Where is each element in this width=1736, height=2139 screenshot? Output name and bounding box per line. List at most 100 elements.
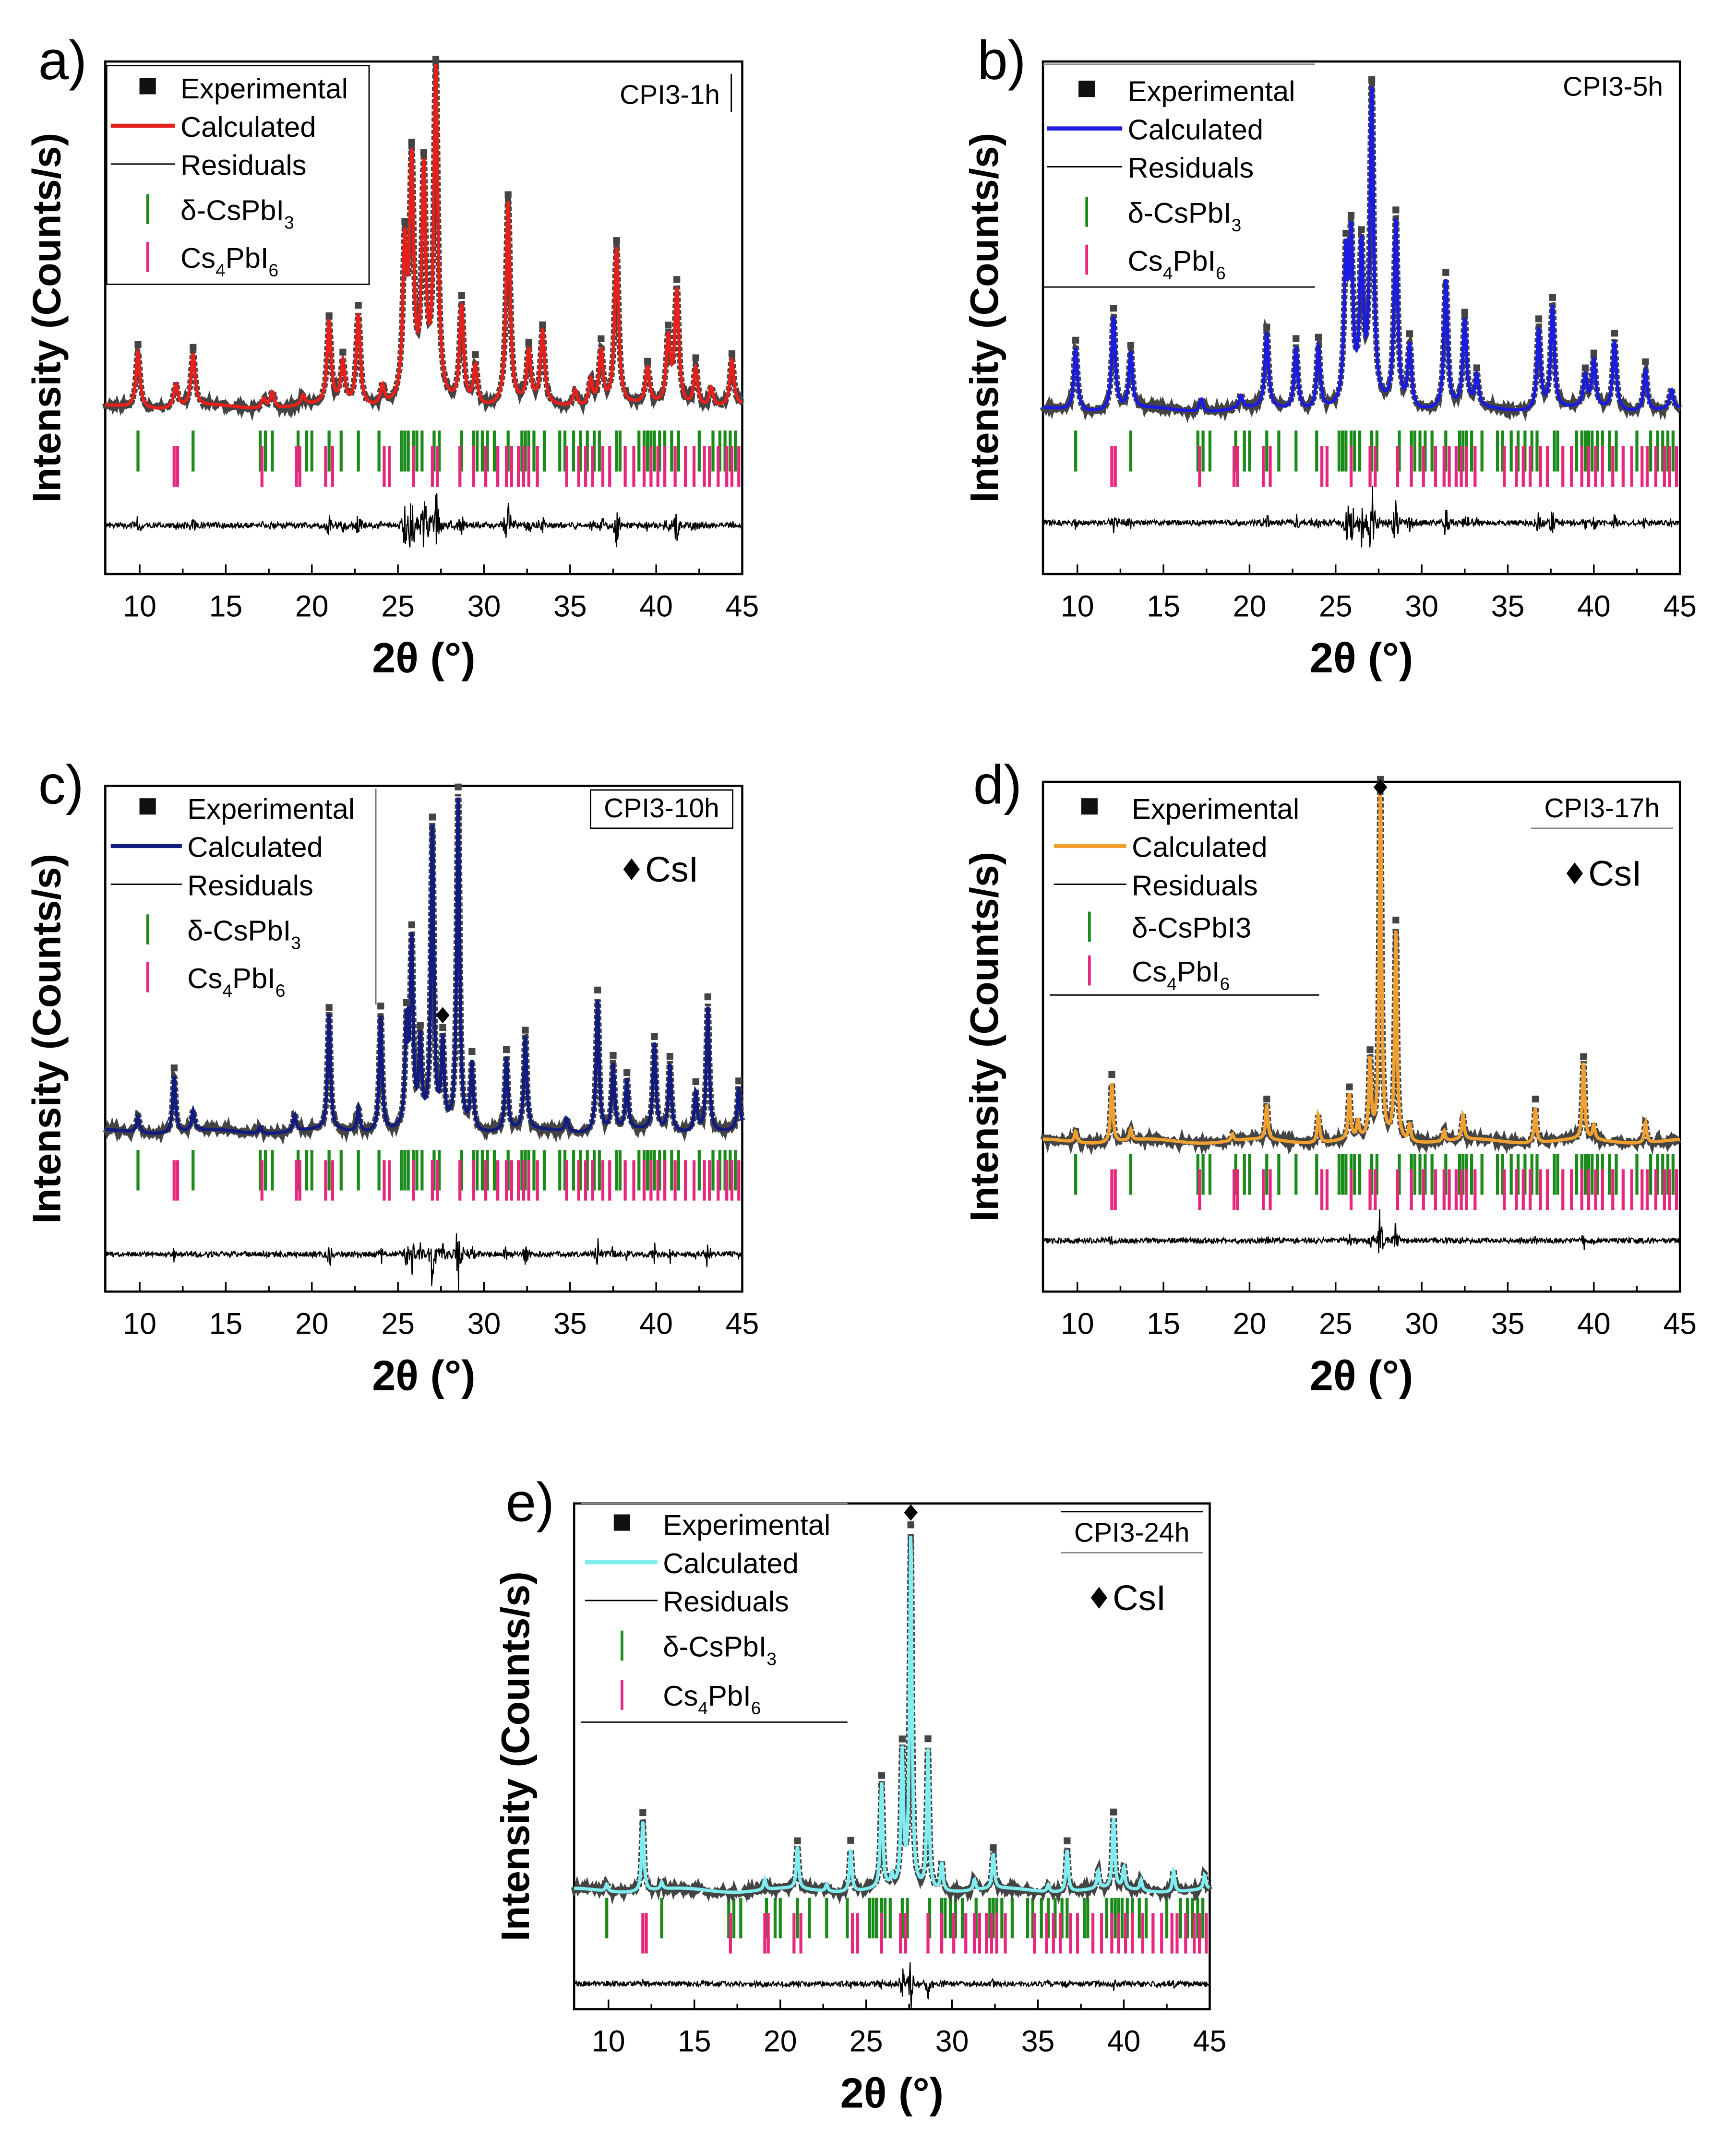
- experimental-point: [598, 335, 605, 342]
- x-tick-label: 20: [295, 1307, 329, 1341]
- legend-experimental: Experimental: [187, 793, 355, 825]
- legend-residuals: Residuals: [187, 869, 313, 901]
- experimental-point: [1473, 364, 1481, 371]
- panel-c: c) 10 15 20 25 30 35 40 45 2θ (°) Intensity (Count…: [24, 755, 759, 1399]
- x-tick-label: 45: [1663, 1307, 1697, 1341]
- csi-legend-diamond-icon: [1090, 1587, 1107, 1609]
- sample-label: CPI3-24h: [1074, 1517, 1190, 1548]
- experimental-point: [472, 351, 479, 358]
- label-part: PbI: [1173, 245, 1216, 277]
- x-tick-label: 30: [467, 1307, 501, 1341]
- x-tick-label: 15: [678, 2025, 711, 2058]
- plot-frame: [573, 1502, 1211, 2010]
- legend-cs4pbi6: Cs4PbI6: [187, 962, 285, 1001]
- experimental-point: [1368, 76, 1376, 83]
- panel-label: d): [973, 755, 1022, 816]
- x-tick-label: 20: [1233, 589, 1267, 623]
- experimental-point: [594, 986, 601, 994]
- legend-cs4pbi6: Cs4PbI6: [1128, 245, 1226, 283]
- subscript: 6: [1216, 263, 1226, 283]
- x-tick-label: 10: [1061, 589, 1094, 623]
- legend: ExperimentalCalculatedResidualsδ-CsPbI3C…: [1043, 63, 1315, 288]
- plot-frame: [104, 785, 743, 1293]
- x-tick-label: 10: [123, 589, 156, 623]
- label-part: δ-CsPbI: [663, 1631, 766, 1663]
- x-tick-label: 30: [1405, 589, 1438, 623]
- experimental-point: [403, 999, 410, 1006]
- x-tick-label: 45: [726, 1307, 759, 1341]
- experimental-point: [1347, 212, 1355, 219]
- x-tick-label: 15: [1147, 589, 1180, 623]
- label-part: PbI: [232, 962, 275, 994]
- legend-calculated: Calculated: [1128, 113, 1264, 145]
- calculated-pattern: [1043, 86, 1680, 413]
- legend: ExperimentalCalculatedResidualsδ-CsPbI3C…: [1050, 793, 1319, 996]
- subscript: 4: [1163, 263, 1173, 283]
- subscript: 3: [766, 1649, 777, 1669]
- csi-label: CsI: [1113, 1578, 1166, 1618]
- experimental-point: [1064, 1837, 1071, 1844]
- calculated-pattern: [1042, 790, 1680, 1145]
- legend-cs4pbi6: Cs4PbI6: [1132, 956, 1230, 994]
- x-tick-label: 10: [1061, 1307, 1094, 1341]
- csi-legend-diamond-icon: [1566, 862, 1583, 884]
- experimental-point: [325, 1004, 333, 1011]
- subscript: 4: [1167, 974, 1177, 994]
- x-tick-label: 40: [1577, 1307, 1611, 1341]
- experimental-point: [420, 149, 428, 156]
- x-tick-label: 35: [1491, 589, 1525, 623]
- panel-a: a) 10 15 20 25 30 35 40 45 2θ (°) Intensity (Count…: [24, 30, 759, 681]
- label-part: δ-CsPbI3: [1132, 912, 1251, 944]
- experimental-point: [429, 813, 436, 821]
- label-part: Residuals: [180, 149, 307, 181]
- label-part: Cs: [1128, 245, 1163, 277]
- panel-label: b): [977, 30, 1026, 91]
- csi-peak-diamond-icon: [1373, 779, 1388, 796]
- label-part: Experimental: [1128, 75, 1295, 108]
- x-tick-label: 25: [381, 1307, 415, 1341]
- subscript: 6: [268, 260, 278, 280]
- residual-curve: [1042, 486, 1680, 548]
- label-part: Cs: [663, 1680, 698, 1712]
- plot-frame: [1042, 780, 1681, 1293]
- experimental-point: [924, 1735, 932, 1743]
- legend-experimental: Experimental: [663, 1509, 830, 1541]
- legend-experimental: Experimental: [1128, 75, 1295, 108]
- experimental-point: [1611, 330, 1618, 337]
- label-part: δ-CsPbI: [1128, 197, 1232, 229]
- experimental-point: [878, 1772, 885, 1779]
- experimental-point: [666, 1053, 673, 1060]
- residual-curve: [574, 1962, 1210, 2009]
- experimental-point: [1072, 336, 1079, 344]
- experimental-point: [1442, 269, 1449, 276]
- csi-label: CsI: [645, 849, 698, 889]
- experimental-point: [1535, 315, 1543, 323]
- experimental-point: [439, 1024, 446, 1031]
- legend-delta-cspbi3: δ-CsPbI3: [180, 194, 294, 233]
- csi-peak-diamond-icon: [436, 1007, 450, 1024]
- label-part: δ-CsPbI: [187, 914, 291, 946]
- experimental-point: [503, 1046, 510, 1053]
- x-tick-label: 20: [764, 2025, 797, 2058]
- experimental-point: [1346, 1083, 1353, 1090]
- panel-b: b) 10 15 20 25 30 35 40 45 2θ (°) Intensity (Count…: [962, 30, 1697, 681]
- experimental-point: [1263, 1095, 1270, 1103]
- experimental-point: [692, 1078, 699, 1086]
- x-axis-title: 2θ (°): [1310, 634, 1413, 681]
- y-axis-title: Intensity (Counts/s): [493, 1571, 538, 1941]
- experimental-point: [1108, 1071, 1115, 1078]
- experimental-point: [1581, 364, 1589, 371]
- experimental-point: [432, 56, 440, 63]
- subscript: 6: [275, 980, 286, 1001]
- y-axis-title: Intensity (Counts/s): [24, 854, 69, 1224]
- residual-curve: [105, 1233, 743, 1291]
- x-tick-label: 30: [935, 2025, 969, 2058]
- experimental-point: [728, 350, 736, 358]
- experimental-square-icon: [1081, 798, 1098, 815]
- experimental-point: [401, 218, 408, 225]
- experimental-point: [1127, 342, 1135, 349]
- experimental-point: [990, 1844, 997, 1852]
- experimental-point: [504, 191, 512, 198]
- x-tick-label: 25: [1319, 589, 1353, 623]
- sample-label: CPI3-10h: [604, 793, 719, 824]
